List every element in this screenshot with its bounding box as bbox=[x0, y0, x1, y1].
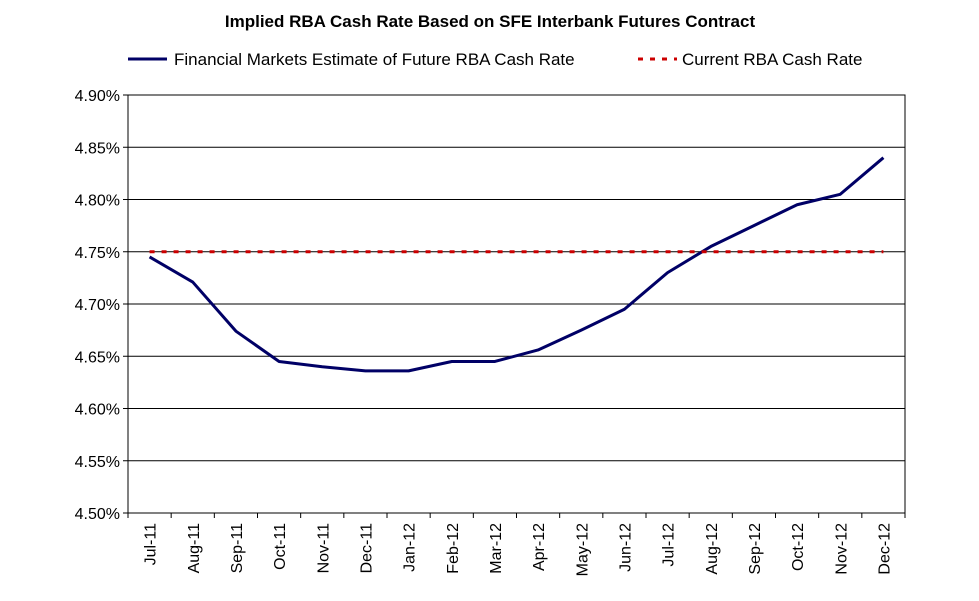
x-axis: Jul-11 Aug-11 Sep-11 Oct-11 Nov-11 Dec-11 Jan-… bbox=[127, 513, 906, 576]
x-tick-label: Nov-11 bbox=[315, 523, 332, 573]
x-tick-label: Aug-12 bbox=[704, 523, 721, 575]
y-tick-label: 4.65% bbox=[75, 349, 120, 366]
x-tick-label: Dec-11 bbox=[358, 523, 375, 573]
legend-label-current: Current RBA Cash Rate bbox=[682, 50, 862, 69]
x-tick-label: Jul-11 bbox=[143, 523, 160, 565]
series-line-estimate bbox=[148, 156, 885, 373]
y-tick-label: 4.90% bbox=[75, 88, 120, 105]
x-tick-label: Sep-12 bbox=[747, 523, 764, 575]
y-tick-label: 4.60% bbox=[75, 402, 120, 419]
x-tick-label: Jan-12 bbox=[402, 523, 419, 572]
x-tick-label: May-12 bbox=[574, 523, 591, 576]
x-tick-label: Apr-12 bbox=[531, 523, 548, 571]
y-axis: 4.50% 4.55% 4.60% 4.65% 4.70% 4.75% 4.80% 4.85%… bbox=[75, 88, 128, 523]
x-tick-label: Dec-12 bbox=[876, 523, 893, 575]
chart-title: Implied RBA Cash Rate Based on SFE Inter… bbox=[225, 12, 756, 31]
y-tick-label: 4.75% bbox=[75, 245, 120, 262]
x-tick-label: Mar-12 bbox=[488, 523, 505, 574]
gridlines bbox=[128, 146, 905, 462]
y-tick-label: 4.55% bbox=[75, 454, 120, 471]
x-tick-label: Jul-12 bbox=[661, 523, 678, 567]
x-tick-label: Oct-11 bbox=[272, 523, 289, 570]
x-tick-label: Jun-12 bbox=[617, 523, 634, 572]
x-tick-label: Aug-11 bbox=[186, 523, 203, 574]
x-tick-label: Nov-12 bbox=[833, 523, 850, 575]
x-tick-label: Oct-12 bbox=[790, 523, 807, 571]
legend-label-estimate: Financial Markets Estimate of Future RBA… bbox=[174, 50, 575, 69]
legend: Financial Markets Estimate of Future RBA… bbox=[128, 50, 862, 69]
x-tick-label: Feb-12 bbox=[445, 523, 462, 574]
x-tick-label: Sep-11 bbox=[229, 523, 246, 574]
y-tick-label: 4.70% bbox=[75, 297, 120, 314]
series bbox=[148, 156, 885, 373]
y-tick-label: 4.50% bbox=[75, 506, 120, 523]
y-tick-label: 4.80% bbox=[75, 193, 120, 210]
y-tick-label: 4.85% bbox=[75, 140, 120, 157]
